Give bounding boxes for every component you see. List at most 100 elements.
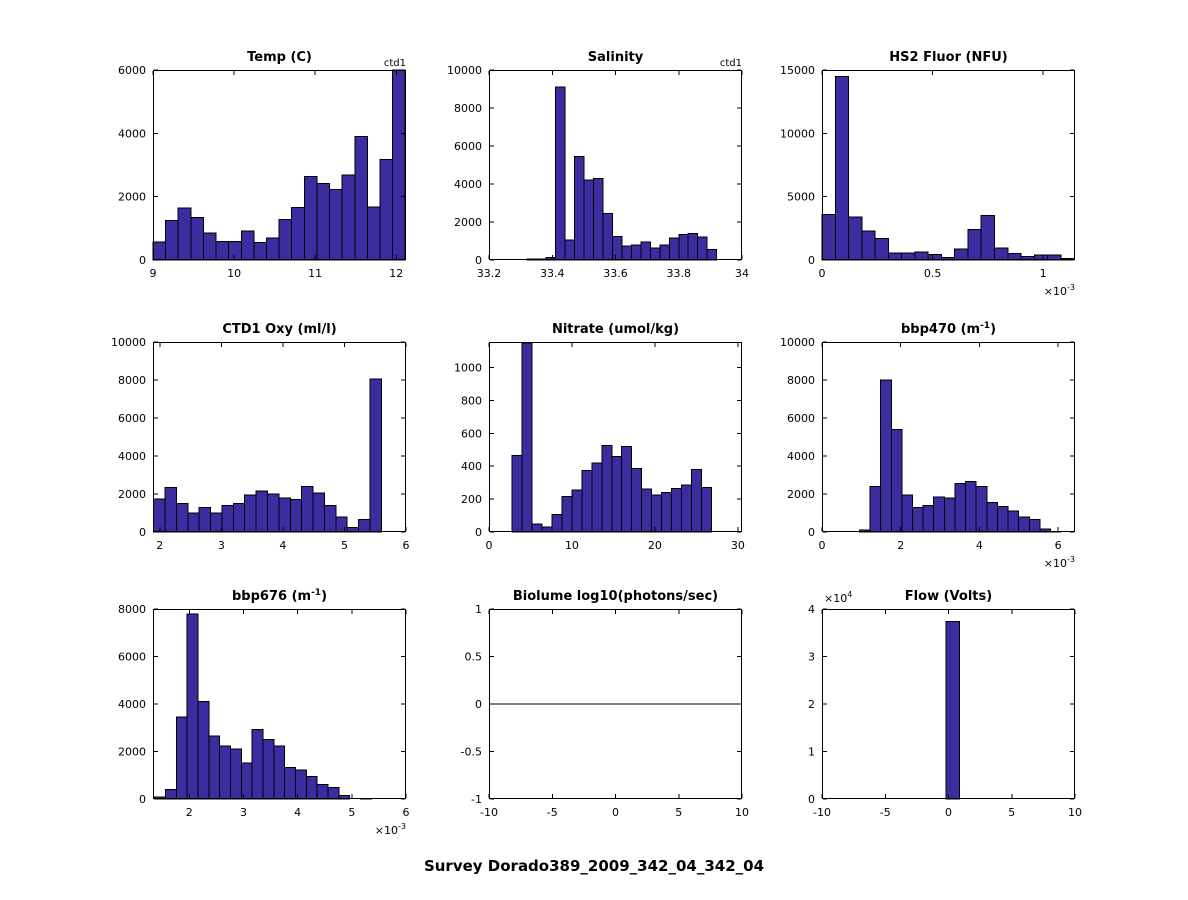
y-tick-label: 0 <box>808 254 815 267</box>
histogram-bar <box>861 230 876 261</box>
histogram-bar <box>602 212 613 261</box>
histogram-bar <box>706 249 718 261</box>
y-tick-label: 0 <box>139 793 146 806</box>
x-tick-label: 34 <box>735 267 749 280</box>
x-exponent-label: ×10-3 <box>375 822 406 837</box>
y-tick-label: 2000 <box>454 216 482 229</box>
histogram-bar <box>228 240 242 261</box>
histogram-bar <box>621 245 632 261</box>
x-tick-label: 2 <box>186 806 193 819</box>
y-tick-label: 8000 <box>118 603 146 616</box>
histogram-bar <box>152 241 167 261</box>
histogram-bar <box>210 512 223 533</box>
histogram-bar <box>316 182 331 261</box>
subplot-biolume: -10 -5 0 5 10 -1 -0.5 0 0.5 1 Biolume log10(photon… <box>461 589 749 819</box>
axis-box <box>489 342 742 532</box>
histogram-bar <box>244 494 257 533</box>
histogram-bar <box>278 497 291 533</box>
histogram-bar <box>975 485 988 533</box>
histogram-bar <box>164 486 177 533</box>
y-tick-label: 4000 <box>118 450 146 463</box>
histogram-bar <box>670 487 682 533</box>
chart-svg: 2 3 4 5 6 0 2000 4000 6000 8000 bbp676 (m-1) ×10-3 <box>118 588 410 837</box>
chart-svg: 33.2 33.4 33.6 33.8 34 0 2000 4000 6000 8000 10000… <box>447 50 749 280</box>
y-tick-label: 1 <box>475 603 482 616</box>
figure-title: Survey Dorado389_2009_342_04_342_04 <box>423 857 765 875</box>
histogram-bar <box>291 206 305 261</box>
x-tick-label: 2 <box>897 539 904 552</box>
y-tick-label: 0 <box>475 698 482 711</box>
y-tick-label: 10000 <box>111 336 146 349</box>
y-tick-label: 10000 <box>447 64 482 77</box>
x-tick-label: 4 <box>976 539 983 552</box>
histogram-bar <box>583 179 594 261</box>
histogram-bar <box>301 485 314 533</box>
axis-box <box>489 609 742 799</box>
histogram-bar <box>369 378 382 533</box>
histogram-bar <box>869 485 882 533</box>
chart-title: Nitrate (umol/kg) <box>552 322 679 337</box>
histogram-bar <box>175 503 189 533</box>
x-tick-label: 0.5 <box>924 267 942 280</box>
histogram-bar <box>564 239 575 261</box>
chart-svg: -10 -5 0 5 10 -1 -0.5 0 0.5 1 Biolume log10(photon… <box>461 589 749 819</box>
chart-title: bbp470 (m-1) <box>901 321 996 337</box>
histogram-bar <box>289 499 303 533</box>
histogram-bar <box>996 505 1009 533</box>
histogram-bar <box>240 230 255 261</box>
y-tick-label: 0 <box>475 254 482 267</box>
histogram-bar <box>834 75 850 261</box>
y-tick-label: 10000 <box>780 336 815 349</box>
y-tick-label: 6000 <box>118 651 146 664</box>
x-tick-label: 4 <box>279 539 286 552</box>
histogram-bar <box>678 233 689 261</box>
histogram-bar <box>229 748 242 800</box>
y-tick-label: 1 <box>808 746 815 759</box>
histogram-bar <box>554 86 566 261</box>
x-tick-label: 2 <box>156 539 163 552</box>
histogram-bar <box>659 244 670 261</box>
y-tick-label: 0 <box>139 254 146 267</box>
y-tick-label: 0.5 <box>465 651 483 664</box>
x-tick-label: 5 <box>348 806 355 819</box>
subplot-temp: 9 10 11 12 0 2000 4000 6000 Temp (C) ctd1 <box>118 50 406 280</box>
histogram-bar <box>186 613 199 800</box>
x-exponent-label: ×10-3 <box>1044 555 1075 570</box>
histogram-bar <box>954 248 969 261</box>
histogram-bar <box>661 492 672 533</box>
histogram-bar <box>221 504 234 533</box>
histogram-bar <box>880 379 892 533</box>
x-tick-label: 33.2 <box>477 267 502 280</box>
annotation-ctd1: ctd1 <box>384 58 406 69</box>
x-tick-label: 0 <box>486 539 493 552</box>
y-tick-label: 2000 <box>787 488 815 501</box>
histogram-bar <box>265 237 280 261</box>
axis-box <box>153 609 406 799</box>
chart-svg: 0 10 20 30 0 200 400 600 800 1000 Nitrate (umol/kg… <box>454 322 745 552</box>
histogram-bar <box>267 493 280 533</box>
histogram-bar <box>294 769 307 800</box>
x-tick-label: 10 <box>735 806 749 819</box>
x-tick-label: 3 <box>240 806 247 819</box>
chart-svg: 2 3 4 5 6 0 2000 4000 6000 8000 10000 CTD1 Oxy (ml/… <box>111 322 410 552</box>
x-tick-label: 6 <box>403 539 410 552</box>
x-tick-label: -5 <box>547 806 558 819</box>
histogram-bar <box>1018 516 1030 533</box>
x-tick-label: 5 <box>1008 806 1015 819</box>
histogram-bar <box>551 514 563 533</box>
chart-svg: 9 10 11 12 0 2000 4000 6000 Temp (C) ctd1 <box>118 50 406 280</box>
chart-title: Biolume log10(photons/sec) <box>513 589 718 604</box>
chart-title: Temp (C) <box>247 50 312 65</box>
x-tick-label: 33.6 <box>603 267 628 280</box>
x-tick-label: 6 <box>403 806 410 819</box>
chart-svg: 0 0.5 1 0 5000 10000 15000 HS2 Fluor (NFU) ×10-3 <box>780 50 1075 298</box>
x-tick-label: 33.4 <box>540 267 565 280</box>
histogram-bar <box>278 218 293 261</box>
histogram-bar <box>327 786 340 800</box>
histogram-bar <box>630 244 642 261</box>
x-tick-label: 1 <box>1040 267 1047 280</box>
x-tick-label: 10 <box>1068 806 1082 819</box>
histogram-bar <box>511 455 523 533</box>
subplot-ctd1-oxy: 2 3 4 5 6 0 2000 4000 6000 8000 10000 CTD1 Oxy (ml/… <box>111 322 410 552</box>
histogram-bar <box>697 236 708 261</box>
